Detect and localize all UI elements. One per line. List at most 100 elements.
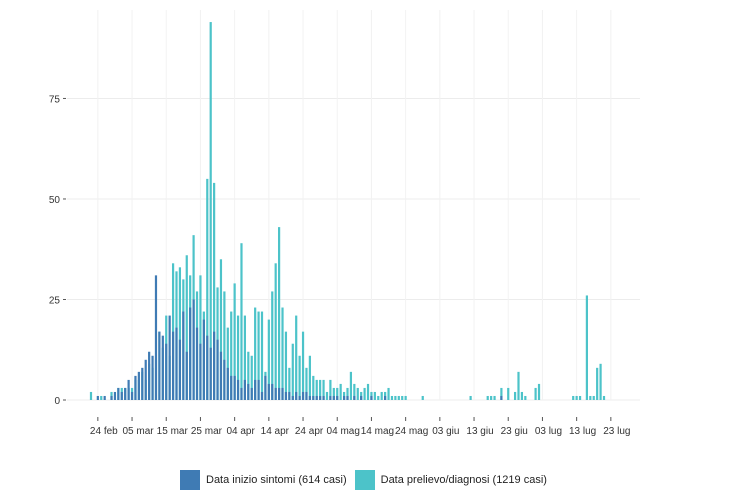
bar-onset: [209, 347, 212, 400]
bar-onset: [158, 331, 161, 400]
bar-onset: [96, 395, 99, 400]
bar-onset: [346, 395, 349, 400]
bar-diagnosis: [291, 343, 294, 400]
bar-onset: [165, 343, 168, 400]
bar-onset: [342, 395, 346, 400]
bar-onset: [247, 383, 250, 400]
y-tick-label: 50: [49, 195, 61, 206]
bar-diagnosis: [339, 383, 342, 400]
bar-diagnosis: [178, 267, 182, 400]
legend-item-onset: Data inizio sintomi (614 casi): [180, 470, 347, 490]
bar-onset: [243, 379, 246, 400]
y-axis: 0 25 50 75: [49, 94, 66, 407]
x-tick-label: 24 feb: [90, 426, 118, 437]
bar-diagnosis: [401, 395, 404, 400]
x-tick-label: 24 mag: [395, 426, 428, 437]
bar-onset: [301, 391, 305, 400]
bar-onset: [178, 339, 182, 400]
bar-diagnosis: [308, 355, 311, 400]
bar-diagnosis: [267, 319, 270, 400]
bar-onset: [175, 327, 178, 400]
bar-onset: [329, 395, 332, 400]
bar-onset: [260, 391, 264, 400]
bar-diagnosis: [346, 387, 349, 400]
x-tick-label: 04 mag: [327, 426, 360, 437]
bar-onset: [360, 395, 363, 400]
bar-onset: [110, 395, 113, 400]
legend-label-diagnosis: Data prelievo/diagnosi (1219 casi): [380, 474, 547, 486]
x-tick-label: 25 mar: [191, 426, 223, 437]
bar-onset: [308, 395, 311, 400]
bar-diagnosis: [250, 355, 253, 400]
bar-diagnosis: [322, 379, 325, 400]
bar-onset: [250, 387, 253, 400]
bar-onset: [185, 351, 188, 400]
bar-onset: [171, 331, 175, 400]
bar-diagnosis: [315, 379, 318, 400]
bar-diagnosis: [213, 182, 216, 400]
bar-onset: [336, 395, 339, 400]
bar-onset: [148, 351, 151, 400]
bar-onset: [130, 391, 134, 400]
bar-diagnosis: [257, 311, 260, 400]
bar-diagnosis: [373, 391, 376, 400]
bar-diagnosis: [360, 391, 363, 400]
bar-diagnosis: [325, 391, 329, 400]
bar-diagnosis: [110, 391, 113, 400]
bar-onset: [144, 359, 147, 400]
bar-onset: [319, 395, 322, 400]
bar-onset: [195, 327, 199, 400]
bar-onset: [305, 391, 308, 400]
x-tick-label: 13 giu: [466, 426, 493, 437]
legend-swatch-diagnosis: [354, 470, 375, 490]
bar-onset: [267, 383, 270, 400]
bar-diagnosis: [278, 227, 281, 400]
bar-onset: [257, 379, 260, 400]
bar-diagnosis: [394, 395, 397, 400]
bar-onset: [240, 387, 243, 400]
bar-onset: [298, 395, 301, 400]
x-tick-label: 24 apr: [295, 426, 324, 437]
bar-onset: [137, 371, 140, 400]
bar-diagnosis: [206, 178, 209, 400]
bar-onset: [353, 395, 356, 400]
bar-onset: [226, 367, 229, 400]
bar-onset: [370, 395, 373, 400]
bar-onset: [291, 395, 294, 400]
bar-diagnosis: [185, 255, 188, 400]
bar-onset: [312, 395, 315, 400]
x-tick-label: 14 apr: [261, 426, 290, 437]
bar-diagnosis: [537, 383, 541, 400]
bar-diagnosis: [599, 363, 602, 400]
bar-diagnosis: [353, 383, 356, 400]
bar-diagnosis: [209, 22, 212, 401]
bar-diagnosis: [284, 331, 288, 400]
bars: [89, 22, 606, 401]
bar-diagnosis: [219, 259, 223, 400]
bar-diagnosis: [366, 383, 370, 400]
x-tick-label: 03 lug: [535, 426, 562, 437]
bar-onset: [189, 307, 192, 400]
bar-onset: [254, 379, 257, 400]
bar-diagnosis: [500, 387, 503, 400]
bar-diagnosis: [295, 315, 298, 400]
y-tick-label: 25: [49, 295, 61, 306]
bar-onset: [113, 391, 117, 400]
bar-diagnosis: [513, 391, 517, 400]
bar-diagnosis: [380, 391, 383, 400]
legend: Data inizio sintomi (614 casi) Data prel…: [180, 470, 555, 490]
bar-onset: [161, 335, 164, 400]
bar-diagnosis: [336, 387, 339, 400]
legend-item-diagnosis: Data prelievo/diagnosi (1219 casi): [354, 470, 547, 490]
bar-diagnosis: [592, 395, 595, 400]
bar-onset: [332, 395, 335, 400]
bar-onset: [134, 375, 137, 400]
bar-onset: [168, 315, 171, 400]
bar-onset: [284, 391, 288, 400]
bar-diagnosis: [199, 275, 202, 400]
bar-onset: [127, 379, 130, 400]
bar-onset: [236, 379, 240, 400]
bar-diagnosis: [312, 375, 315, 400]
